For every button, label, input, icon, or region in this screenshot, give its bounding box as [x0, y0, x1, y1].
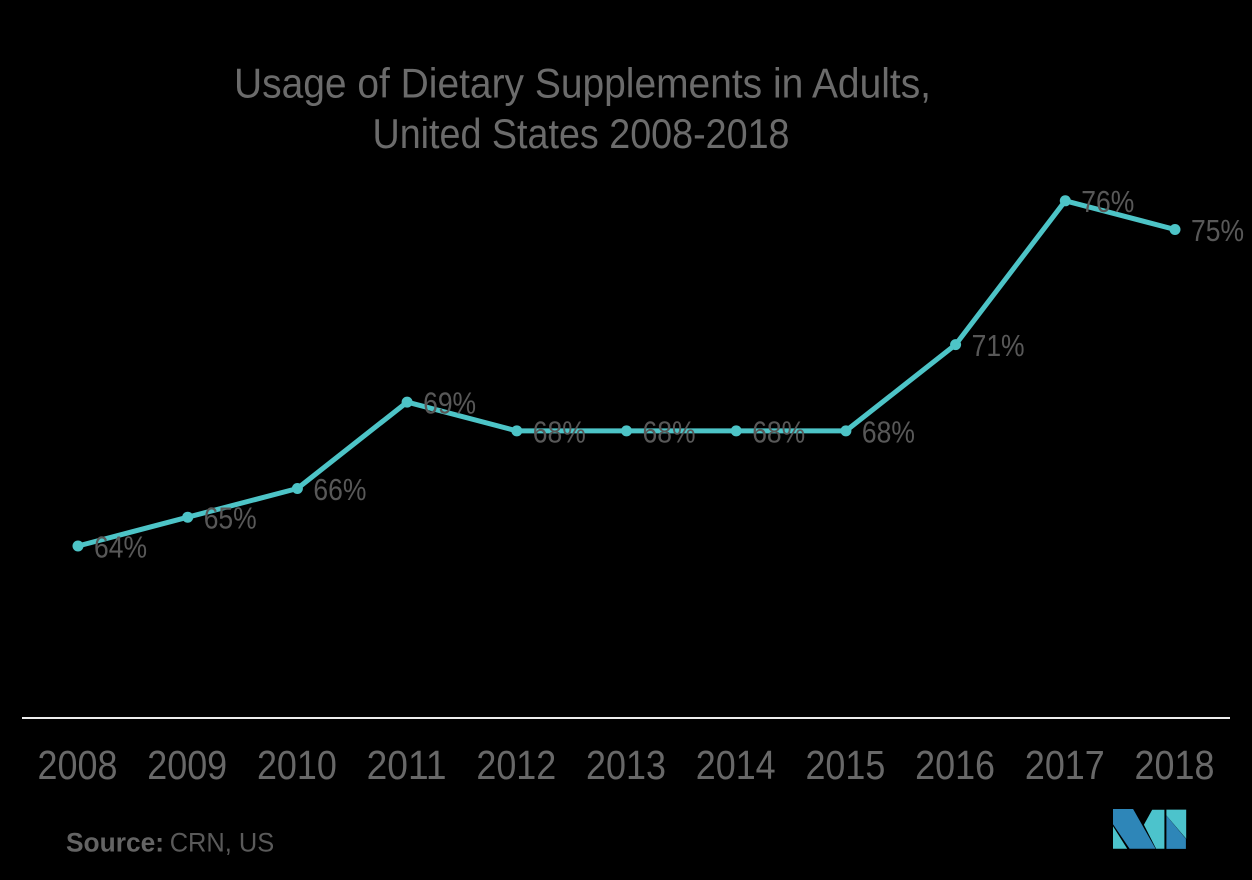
svg-text:68%: 68% [643, 414, 696, 449]
svg-text:2009: 2009 [147, 742, 227, 788]
svg-text:2017: 2017 [1025, 742, 1105, 788]
svg-text:2010: 2010 [257, 742, 337, 788]
svg-text:2014: 2014 [696, 742, 776, 788]
svg-text:Source:: Source: [66, 828, 164, 858]
svg-text:75%: 75% [1191, 213, 1244, 248]
svg-text:2018: 2018 [1135, 742, 1215, 788]
svg-text:2016: 2016 [915, 742, 995, 788]
svg-text:66%: 66% [313, 472, 366, 507]
svg-text:71%: 71% [972, 328, 1025, 363]
svg-text:Usage of Dietary Supplements i: Usage of Dietary Supplements in Adults, [234, 60, 931, 107]
svg-text:2008: 2008 [38, 742, 118, 788]
svg-text:2011: 2011 [367, 742, 447, 788]
svg-text:2015: 2015 [805, 742, 885, 788]
svg-text:CRN, US: CRN, US [170, 828, 275, 858]
svg-text:68%: 68% [533, 414, 586, 449]
svg-text:United States 2008-2018: United States 2008-2018 [373, 110, 790, 157]
svg-text:68%: 68% [862, 414, 915, 449]
svg-text:2012: 2012 [476, 742, 556, 788]
svg-text:76%: 76% [1081, 184, 1134, 219]
svg-text:2013: 2013 [586, 742, 666, 788]
svg-text:65%: 65% [204, 501, 257, 536]
svg-text:69%: 69% [423, 386, 476, 421]
svg-text:68%: 68% [752, 414, 805, 449]
svg-text:64%: 64% [94, 529, 147, 564]
